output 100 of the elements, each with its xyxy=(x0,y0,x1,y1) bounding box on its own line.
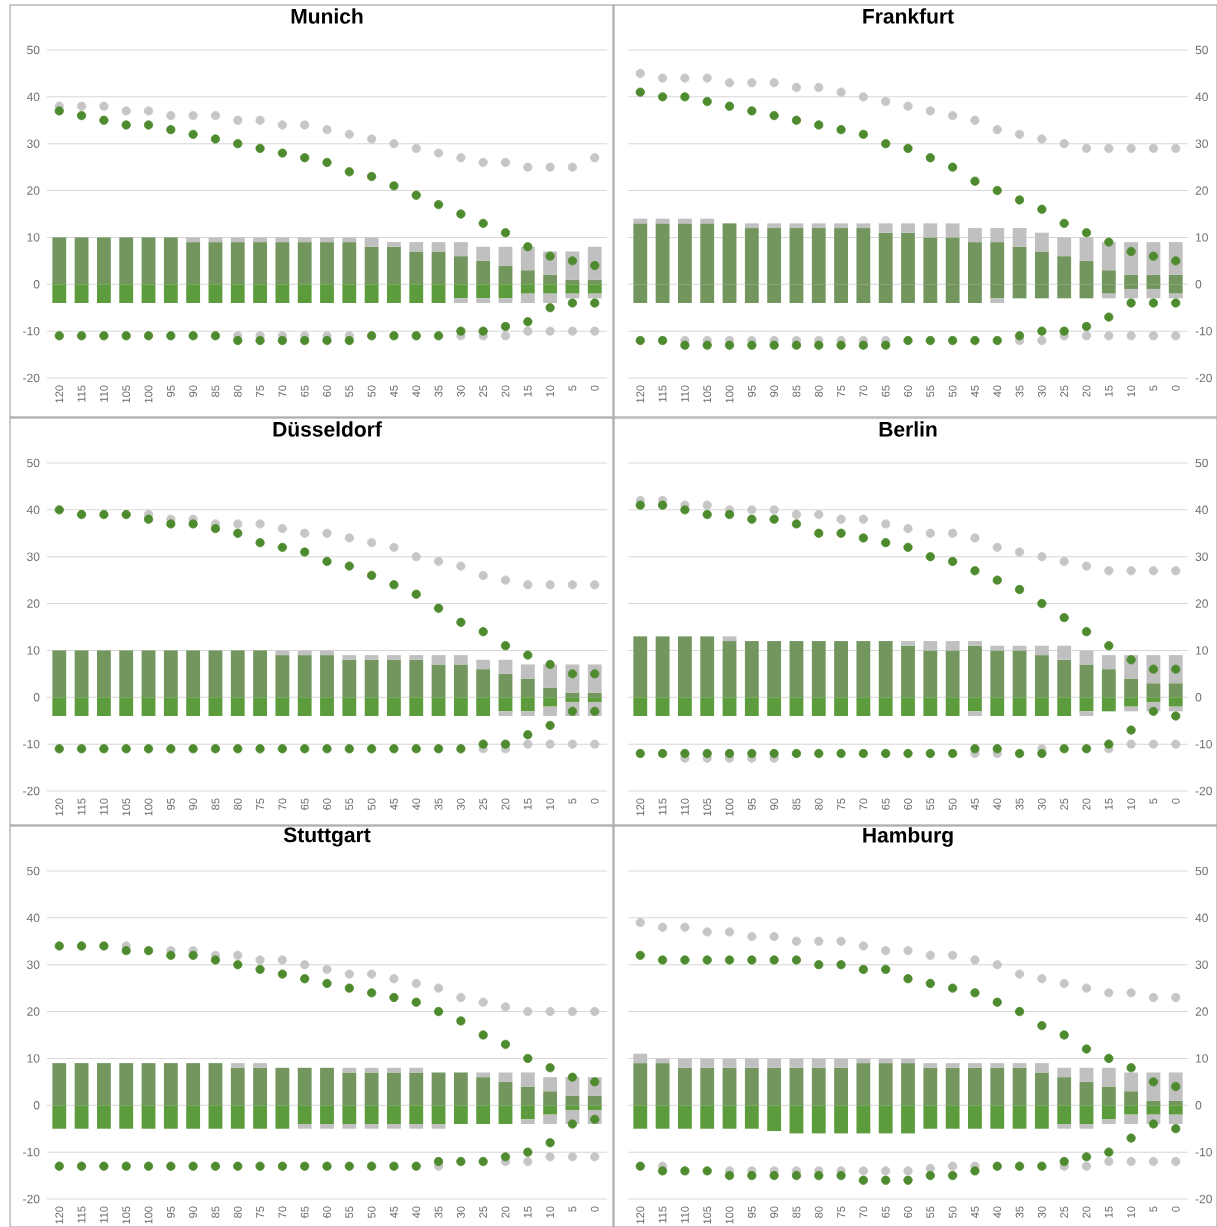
bar xyxy=(901,641,915,646)
bar xyxy=(1034,697,1049,717)
x-tick-label: 90 xyxy=(189,1206,198,1218)
x-tick-label: 65 xyxy=(300,385,309,397)
point xyxy=(1037,1021,1047,1031)
bar xyxy=(1124,274,1139,285)
x-tick-label: 10 xyxy=(546,1206,554,1218)
chart-title: Hamburg xyxy=(863,827,953,847)
bar xyxy=(1034,655,1049,698)
y-tick-label: 20 xyxy=(1195,599,1208,608)
bar xyxy=(543,706,558,717)
point xyxy=(255,538,265,548)
point xyxy=(903,101,913,111)
point xyxy=(1104,143,1114,153)
point xyxy=(367,570,377,581)
bar xyxy=(476,697,491,717)
bar xyxy=(74,697,89,717)
point xyxy=(456,209,466,219)
bar xyxy=(1012,228,1027,247)
point xyxy=(1126,298,1136,308)
point xyxy=(121,106,131,116)
x-tick-label: 5 xyxy=(568,798,577,804)
x-tick-label: 45 xyxy=(971,798,979,811)
y-tick-label: -20 xyxy=(23,1194,40,1204)
y-tick-label: 20 xyxy=(27,1007,40,1016)
bar xyxy=(476,284,491,299)
point xyxy=(1104,566,1114,576)
point xyxy=(724,955,735,965)
bar xyxy=(163,697,178,717)
point xyxy=(590,1152,600,1162)
bar xyxy=(722,641,737,698)
point xyxy=(970,176,980,186)
x-tick-label: 50 xyxy=(367,385,376,397)
bar xyxy=(945,650,960,698)
bar xyxy=(744,1067,759,1106)
point xyxy=(680,92,690,102)
x-tick-label: 70 xyxy=(278,1206,287,1218)
point xyxy=(478,570,488,581)
point xyxy=(1171,256,1181,266)
bar xyxy=(342,655,357,660)
point xyxy=(1171,566,1181,576)
point xyxy=(881,96,891,107)
point xyxy=(389,139,399,149)
x-tick-label: 65 xyxy=(300,1206,309,1218)
point xyxy=(500,641,511,651)
point xyxy=(233,744,243,754)
point xyxy=(1171,711,1181,721)
point xyxy=(814,82,824,93)
x-tick-label: 5 xyxy=(568,1206,577,1212)
point xyxy=(702,73,712,83)
x-tick-label: 50 xyxy=(367,1206,376,1218)
y-tick-label: -10 xyxy=(23,739,40,749)
point xyxy=(590,326,600,336)
bar xyxy=(186,697,201,717)
point xyxy=(903,143,913,153)
point xyxy=(166,125,176,135)
bar xyxy=(878,1063,893,1106)
bar xyxy=(945,1067,960,1106)
bar xyxy=(409,655,424,660)
point xyxy=(769,505,779,515)
x-tick-label: 90 xyxy=(189,385,198,397)
x-tick-label: 80 xyxy=(233,1206,242,1218)
point xyxy=(1104,1147,1114,1157)
point xyxy=(970,335,980,346)
point xyxy=(233,115,243,125)
x-tick-label: 35 xyxy=(434,798,443,810)
x-tick-label: 100 xyxy=(144,798,153,816)
point xyxy=(1148,566,1159,576)
bar xyxy=(543,687,558,698)
point xyxy=(635,335,645,346)
point xyxy=(590,1114,600,1124)
point xyxy=(881,748,891,759)
y-tick-label: -10 xyxy=(1195,739,1212,749)
point xyxy=(925,950,935,960)
point xyxy=(500,1039,511,1049)
point xyxy=(277,120,287,130)
point xyxy=(791,1170,802,1181)
point xyxy=(1104,331,1114,341)
chart-title: Berlin xyxy=(879,421,937,437)
bar xyxy=(1168,683,1183,698)
bar xyxy=(789,697,804,717)
x-tick-label: 115 xyxy=(658,385,667,402)
y-tick-label: -10 xyxy=(23,1147,40,1157)
point xyxy=(478,157,488,168)
bar xyxy=(945,1105,960,1129)
x-tick-label: 90 xyxy=(189,798,198,810)
point xyxy=(567,1119,578,1129)
x-tick-label: 5 xyxy=(1149,798,1158,804)
point xyxy=(143,106,154,116)
bar xyxy=(476,246,491,261)
bar xyxy=(253,237,267,243)
x-tick-label: 100 xyxy=(144,1206,153,1224)
x-tick-label: 110 xyxy=(681,1206,689,1223)
x-tick-label: 40 xyxy=(412,798,421,811)
point xyxy=(433,148,444,158)
point xyxy=(478,739,488,749)
bar xyxy=(141,237,156,285)
bar xyxy=(208,242,223,285)
y-tick-label: 40 xyxy=(26,505,40,515)
point xyxy=(545,1063,555,1073)
